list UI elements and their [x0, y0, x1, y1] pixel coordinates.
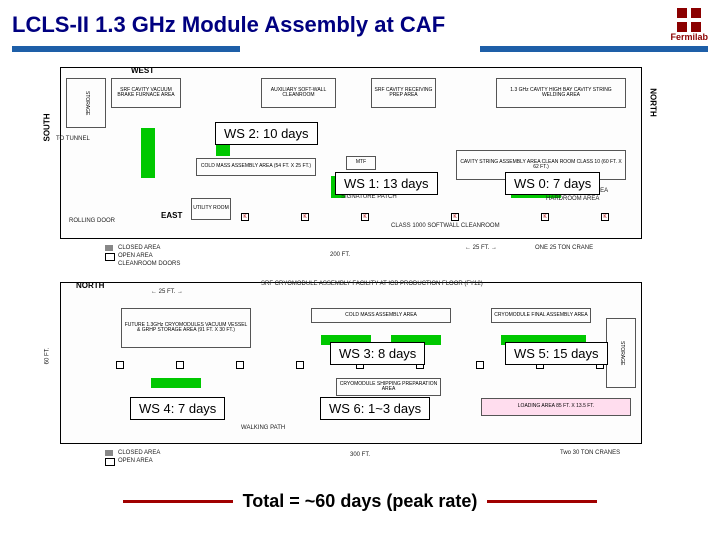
room-cold-mass-b: COLD MASS ASSEMBLY AREA	[311, 308, 451, 323]
total-rule-right	[487, 500, 597, 503]
label-to-tunnel: TO TUNNEL	[56, 136, 90, 142]
label-ws5: WS 5: 15 days	[505, 342, 608, 365]
legend-closed-swatch-b	[105, 450, 113, 456]
column-k4: K	[451, 213, 459, 221]
room-loading: LOADING AREA 85 FT. X 13.5 FT.	[481, 398, 631, 416]
room-utility: UTILITY ROOM	[191, 198, 231, 220]
room-srf-brake: SRF CAVITY VACUUM BRAKE FURNACE AREA	[111, 78, 181, 108]
compass-north-b: NORTH	[76, 281, 104, 290]
room-cryo-final: CRYOMODULE FINAL ASSEMBLY AREA	[491, 308, 591, 323]
room-hardroom2: HARDROOM AREA	[546, 196, 599, 202]
legend-crane2: Two 30 TON CRANES	[560, 450, 620, 456]
legend-crane1: ONE 25 TON CRANE	[535, 245, 593, 251]
compass-north: NORTH	[648, 88, 657, 116]
col-b7	[476, 361, 484, 369]
total-text: Total = ~60 days (peak rate)	[243, 491, 478, 512]
dim-60ft: 60 FT.	[44, 348, 50, 365]
dim-25ft-b: ← 25 FT. →	[151, 289, 183, 295]
room-cold-mass: COLD MASS ASSEMBLY AREA (54 FT. X 25 FT.…	[196, 158, 316, 176]
bottom-header: SRF CRYOMODULE ASSEMBLY FACILITY AT ICB …	[261, 281, 483, 287]
column-k3: K	[361, 213, 369, 221]
label-rolling-door: ROLLING DOOR	[69, 218, 115, 224]
legend-closed-b: CLOSED AREA	[118, 450, 160, 456]
room-class1000: CLASS 1000 SOFTWALL CLEANROOM	[391, 223, 500, 229]
compass-south: SOUTH	[43, 114, 52, 142]
column-k2: K	[301, 213, 309, 221]
legend-closed: CLOSED AREA	[118, 245, 160, 251]
column-k6: K	[601, 213, 609, 221]
label-ws2: WS 2: 10 days	[215, 122, 318, 145]
column-k5: K	[541, 213, 549, 221]
label-ws0: WS 0: 7 days	[505, 172, 600, 195]
room-high-bay: 1.3 GHz CAVITY HIGH BAY CAVITY STRING WE…	[496, 78, 626, 108]
total-rule-left	[123, 500, 233, 503]
dim-25ft: ← 25 FT. →	[465, 245, 497, 251]
legend-closed-swatch	[105, 245, 113, 251]
col-b2	[176, 361, 184, 369]
col-b3	[236, 361, 244, 369]
room-aux-clean: AUXILIARY SOFT-WALL CLEANROOM	[261, 78, 336, 108]
legend-doors: CLEANROOM DOORS	[118, 261, 180, 267]
floorplan-top: WEST NORTH SOUTH EAST STORAGE SRF CAVITY…	[60, 67, 642, 239]
legend-open-swatch	[105, 253, 115, 261]
compass-east: EAST	[161, 211, 182, 220]
title-rules	[0, 46, 720, 52]
compass-west: WEST	[131, 66, 154, 75]
label-ws4: WS 4: 7 days	[130, 397, 225, 420]
fermilab-text: Fermilab	[670, 32, 708, 42]
label-ws1: WS 1: 13 days	[335, 172, 438, 195]
green-ws2	[141, 128, 155, 178]
label-ws3: WS 3: 8 days	[330, 342, 425, 365]
legend-open: OPEN AREA	[118, 253, 153, 259]
total-row: Total = ~60 days (peak rate)	[0, 491, 720, 512]
dim-200ft: 200 FT.	[330, 252, 350, 258]
fermilab-icon	[677, 8, 701, 32]
room-storage: STORAGE	[66, 78, 106, 128]
column-k1: K	[241, 213, 249, 221]
room-shipping: CRYOMODULE SHIPPING PREPARATION AREA	[336, 378, 441, 396]
room-future: FUTURE 1.3GHz CRYOMODULES VACUUM VESSEL …	[121, 308, 251, 348]
room-srf-receive: SRF CAVITY RECEIVING PREP AREA	[371, 78, 436, 108]
legend-open-swatch-b	[105, 458, 115, 466]
diagram-area: WEST NORTH SOUTH EAST STORAGE SRF CAVITY…	[30, 62, 690, 462]
room-mtf: MTF	[346, 156, 376, 170]
page-title: LCLS-II 1.3 GHz Module Assembly at CAF	[12, 12, 670, 38]
room-storage-b: STORAGE	[606, 318, 636, 388]
dim-300ft: 300 FT.	[350, 452, 370, 458]
label-ws6: WS 6: 1~3 days	[320, 397, 430, 420]
fermilab-logo: Fermilab	[670, 8, 708, 42]
label-walking: WALKING PATH	[241, 425, 285, 431]
green-ws4	[151, 378, 201, 388]
col-b4	[296, 361, 304, 369]
col-b1	[116, 361, 124, 369]
legend-open-b: OPEN AREA	[118, 458, 153, 464]
